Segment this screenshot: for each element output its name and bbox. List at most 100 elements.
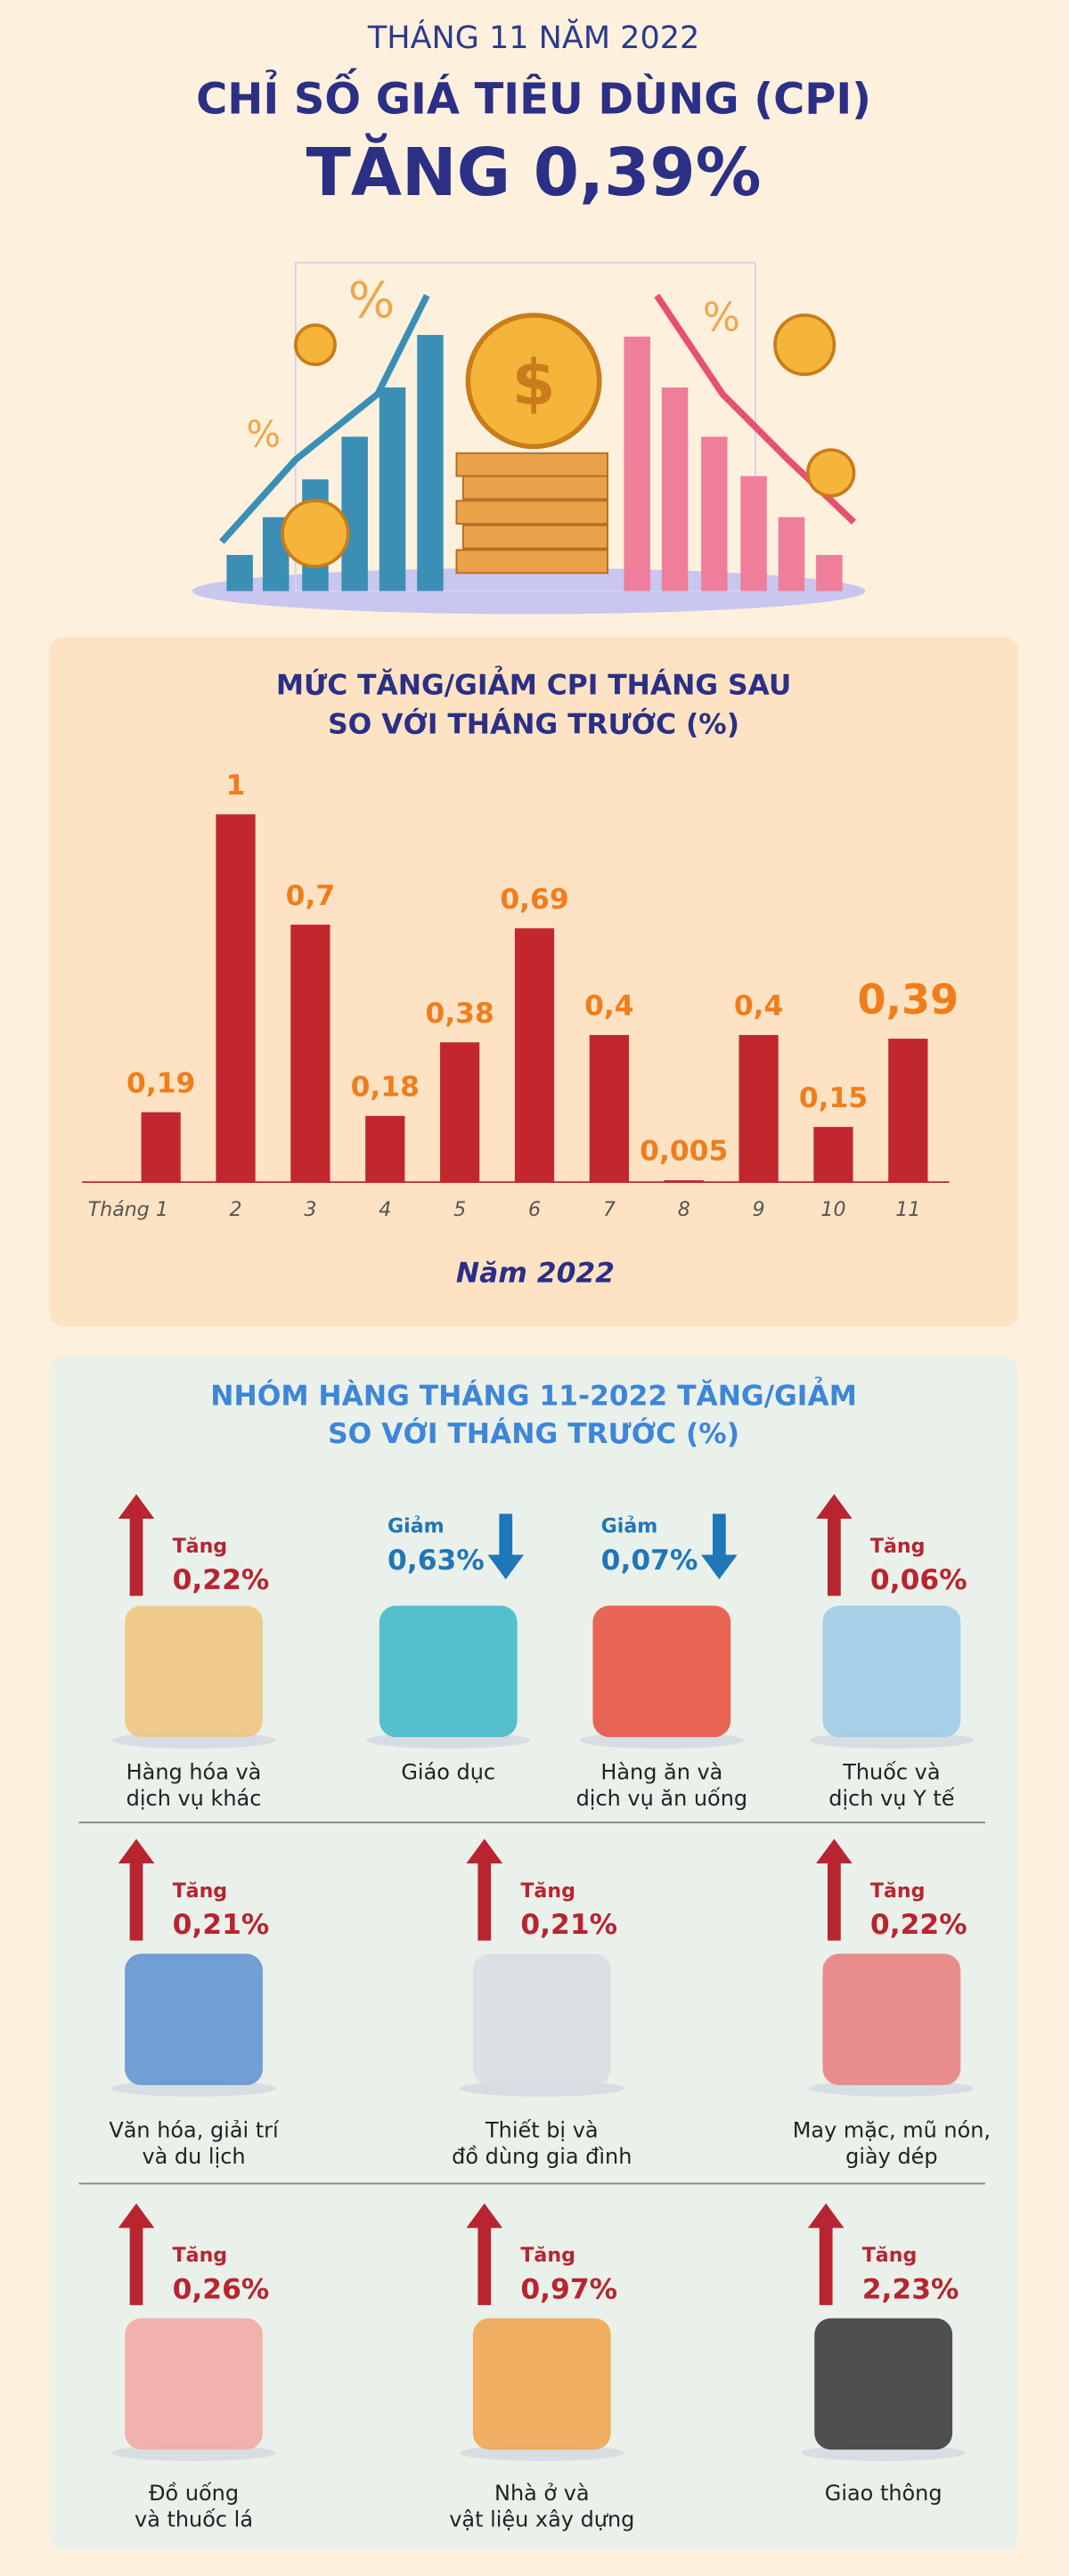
svg-text:$: $ xyxy=(512,346,556,420)
group-name: Hàng ăn và xyxy=(600,1760,722,1785)
group-name: vật liệu xây dựng xyxy=(449,2507,634,2531)
value-label: 0,4 xyxy=(734,990,784,1023)
change-value: 0,97% xyxy=(520,2273,617,2305)
bar xyxy=(813,1127,853,1183)
icon xyxy=(472,2318,611,2450)
group-name: Nhà ở và xyxy=(494,2481,590,2506)
x-tick-label: 6 xyxy=(528,1198,541,1221)
bar xyxy=(216,814,256,1183)
svg-text:%: % xyxy=(247,412,282,455)
groups-panel xyxy=(49,1356,1018,2550)
icon xyxy=(125,1953,263,2085)
change-value: 0,22% xyxy=(173,1564,270,1596)
value-label: 0,19 xyxy=(126,1067,195,1099)
bar xyxy=(514,928,555,1183)
value-label: 0,38 xyxy=(425,998,494,1030)
arrow-down xyxy=(487,1513,525,1580)
direction: Tăng xyxy=(870,1879,926,1903)
arrow-up xyxy=(466,2203,503,2305)
bar xyxy=(589,1034,629,1183)
direction: Tăng xyxy=(870,1535,926,1558)
group-name: Giáo dục xyxy=(401,1760,495,1785)
change-value: 0,21% xyxy=(520,1909,617,1941)
x-axis-label: Năm 2022 xyxy=(456,1257,615,1289)
group-name: Thiết bị và xyxy=(485,2117,599,2142)
group-name: Đồ uống xyxy=(149,2481,239,2506)
change-value: 0,22% xyxy=(870,1909,967,1941)
x-tick-label: 2 xyxy=(229,1198,241,1221)
group-name: và du lịch xyxy=(142,2144,245,2169)
value-label: 0,4 xyxy=(584,990,634,1023)
x-tick-label: Tháng 1 xyxy=(88,1198,168,1221)
direction: Giảm xyxy=(388,1515,445,1538)
value-label: 0,39 xyxy=(857,975,959,1023)
group-name: dịch vụ ăn uống xyxy=(576,1786,748,1811)
group-name: Văn hóa, giải trí xyxy=(109,2117,280,2142)
chart-title: SO VỚI THÁNG TRƯỚC (%) xyxy=(328,706,739,741)
chart-title: MỨC TĂNG/GIẢM CPI THÁNG SAU xyxy=(276,664,791,701)
icon xyxy=(822,1605,961,1738)
x-tick-label: 9 xyxy=(753,1198,765,1221)
hero-illustration: $ % % % xyxy=(192,261,866,615)
x-tick-label: 8 xyxy=(678,1198,690,1221)
group-name: Giao thông xyxy=(825,2481,943,2506)
direction: Tăng xyxy=(173,1535,228,1558)
direction: Giảm xyxy=(601,1515,658,1538)
x-tick-label: 7 xyxy=(603,1198,616,1221)
group-name: và thuốc lá xyxy=(135,2507,253,2531)
bar xyxy=(739,1034,779,1183)
direction: Tăng xyxy=(173,2244,228,2267)
group-name: giày dép xyxy=(845,2144,937,2169)
arrow-down xyxy=(701,1513,738,1580)
x-tick-label: 5 xyxy=(453,1198,466,1221)
direction: Tăng xyxy=(173,1879,228,1903)
change-value: 2,23% xyxy=(862,2273,959,2305)
direction: Tăng xyxy=(520,1879,575,1903)
group-name: Thuốc và xyxy=(842,1760,940,1785)
icon xyxy=(472,1953,611,2085)
arrow-up xyxy=(816,1494,853,1596)
arrow-up xyxy=(466,1838,503,1941)
change-value: 0,21% xyxy=(173,1909,270,1941)
arrow-up xyxy=(118,2203,155,2305)
value-label: 0,18 xyxy=(351,1071,420,1103)
bar xyxy=(664,1180,704,1183)
x-tick-label: 4 xyxy=(379,1198,391,1221)
group-name: May mặc, mũ nón, xyxy=(793,2117,991,2142)
icon xyxy=(814,2318,953,2450)
x-tick-label: 10 xyxy=(820,1198,845,1221)
change-value: 0,26% xyxy=(173,2273,270,2305)
change-value: 0,07% xyxy=(601,1545,698,1577)
group-name: dịch vụ Y tế xyxy=(828,1786,954,1811)
group-name: dịch vụ khác xyxy=(126,1786,262,1811)
x-tick-label: 11 xyxy=(895,1198,920,1221)
icon xyxy=(592,1605,731,1738)
groups-title: NHÓM HÀNG THÁNG 11-2022 TĂNG/GIẢM xyxy=(210,1376,857,1413)
bar xyxy=(440,1042,480,1183)
bar xyxy=(888,1039,928,1183)
icon xyxy=(125,1605,263,1738)
value-label: 0,69 xyxy=(500,884,568,916)
svg-text:%: % xyxy=(703,295,740,340)
change-value: 0,63% xyxy=(388,1545,485,1577)
x-tick-label: 3 xyxy=(304,1198,316,1221)
bar xyxy=(290,925,330,1183)
arrow-up xyxy=(807,2203,845,2305)
value-label: 0,15 xyxy=(799,1082,868,1114)
direction: Tăng xyxy=(862,2244,918,2267)
groups-title: SO VỚI THÁNG TRƯỚC (%) xyxy=(328,1415,739,1450)
icon xyxy=(379,1605,518,1738)
value-label: 1 xyxy=(226,770,246,802)
group-name: Hàng hóa và xyxy=(126,1760,262,1785)
bar xyxy=(365,1115,405,1183)
arrow-up xyxy=(118,1494,155,1596)
icon xyxy=(125,2318,263,2450)
group-name: đồ dùng gia đình xyxy=(452,2144,632,2169)
value-label: 0,005 xyxy=(640,1136,728,1168)
svg-text:%: % xyxy=(348,273,396,330)
headline: TĂNG 0,39% xyxy=(306,134,762,211)
kicker: THÁNG 11 NĂM 2022 xyxy=(367,18,699,56)
title: CHỈ SỐ GIÁ TIÊU DÙNG (CPI) xyxy=(196,68,871,124)
